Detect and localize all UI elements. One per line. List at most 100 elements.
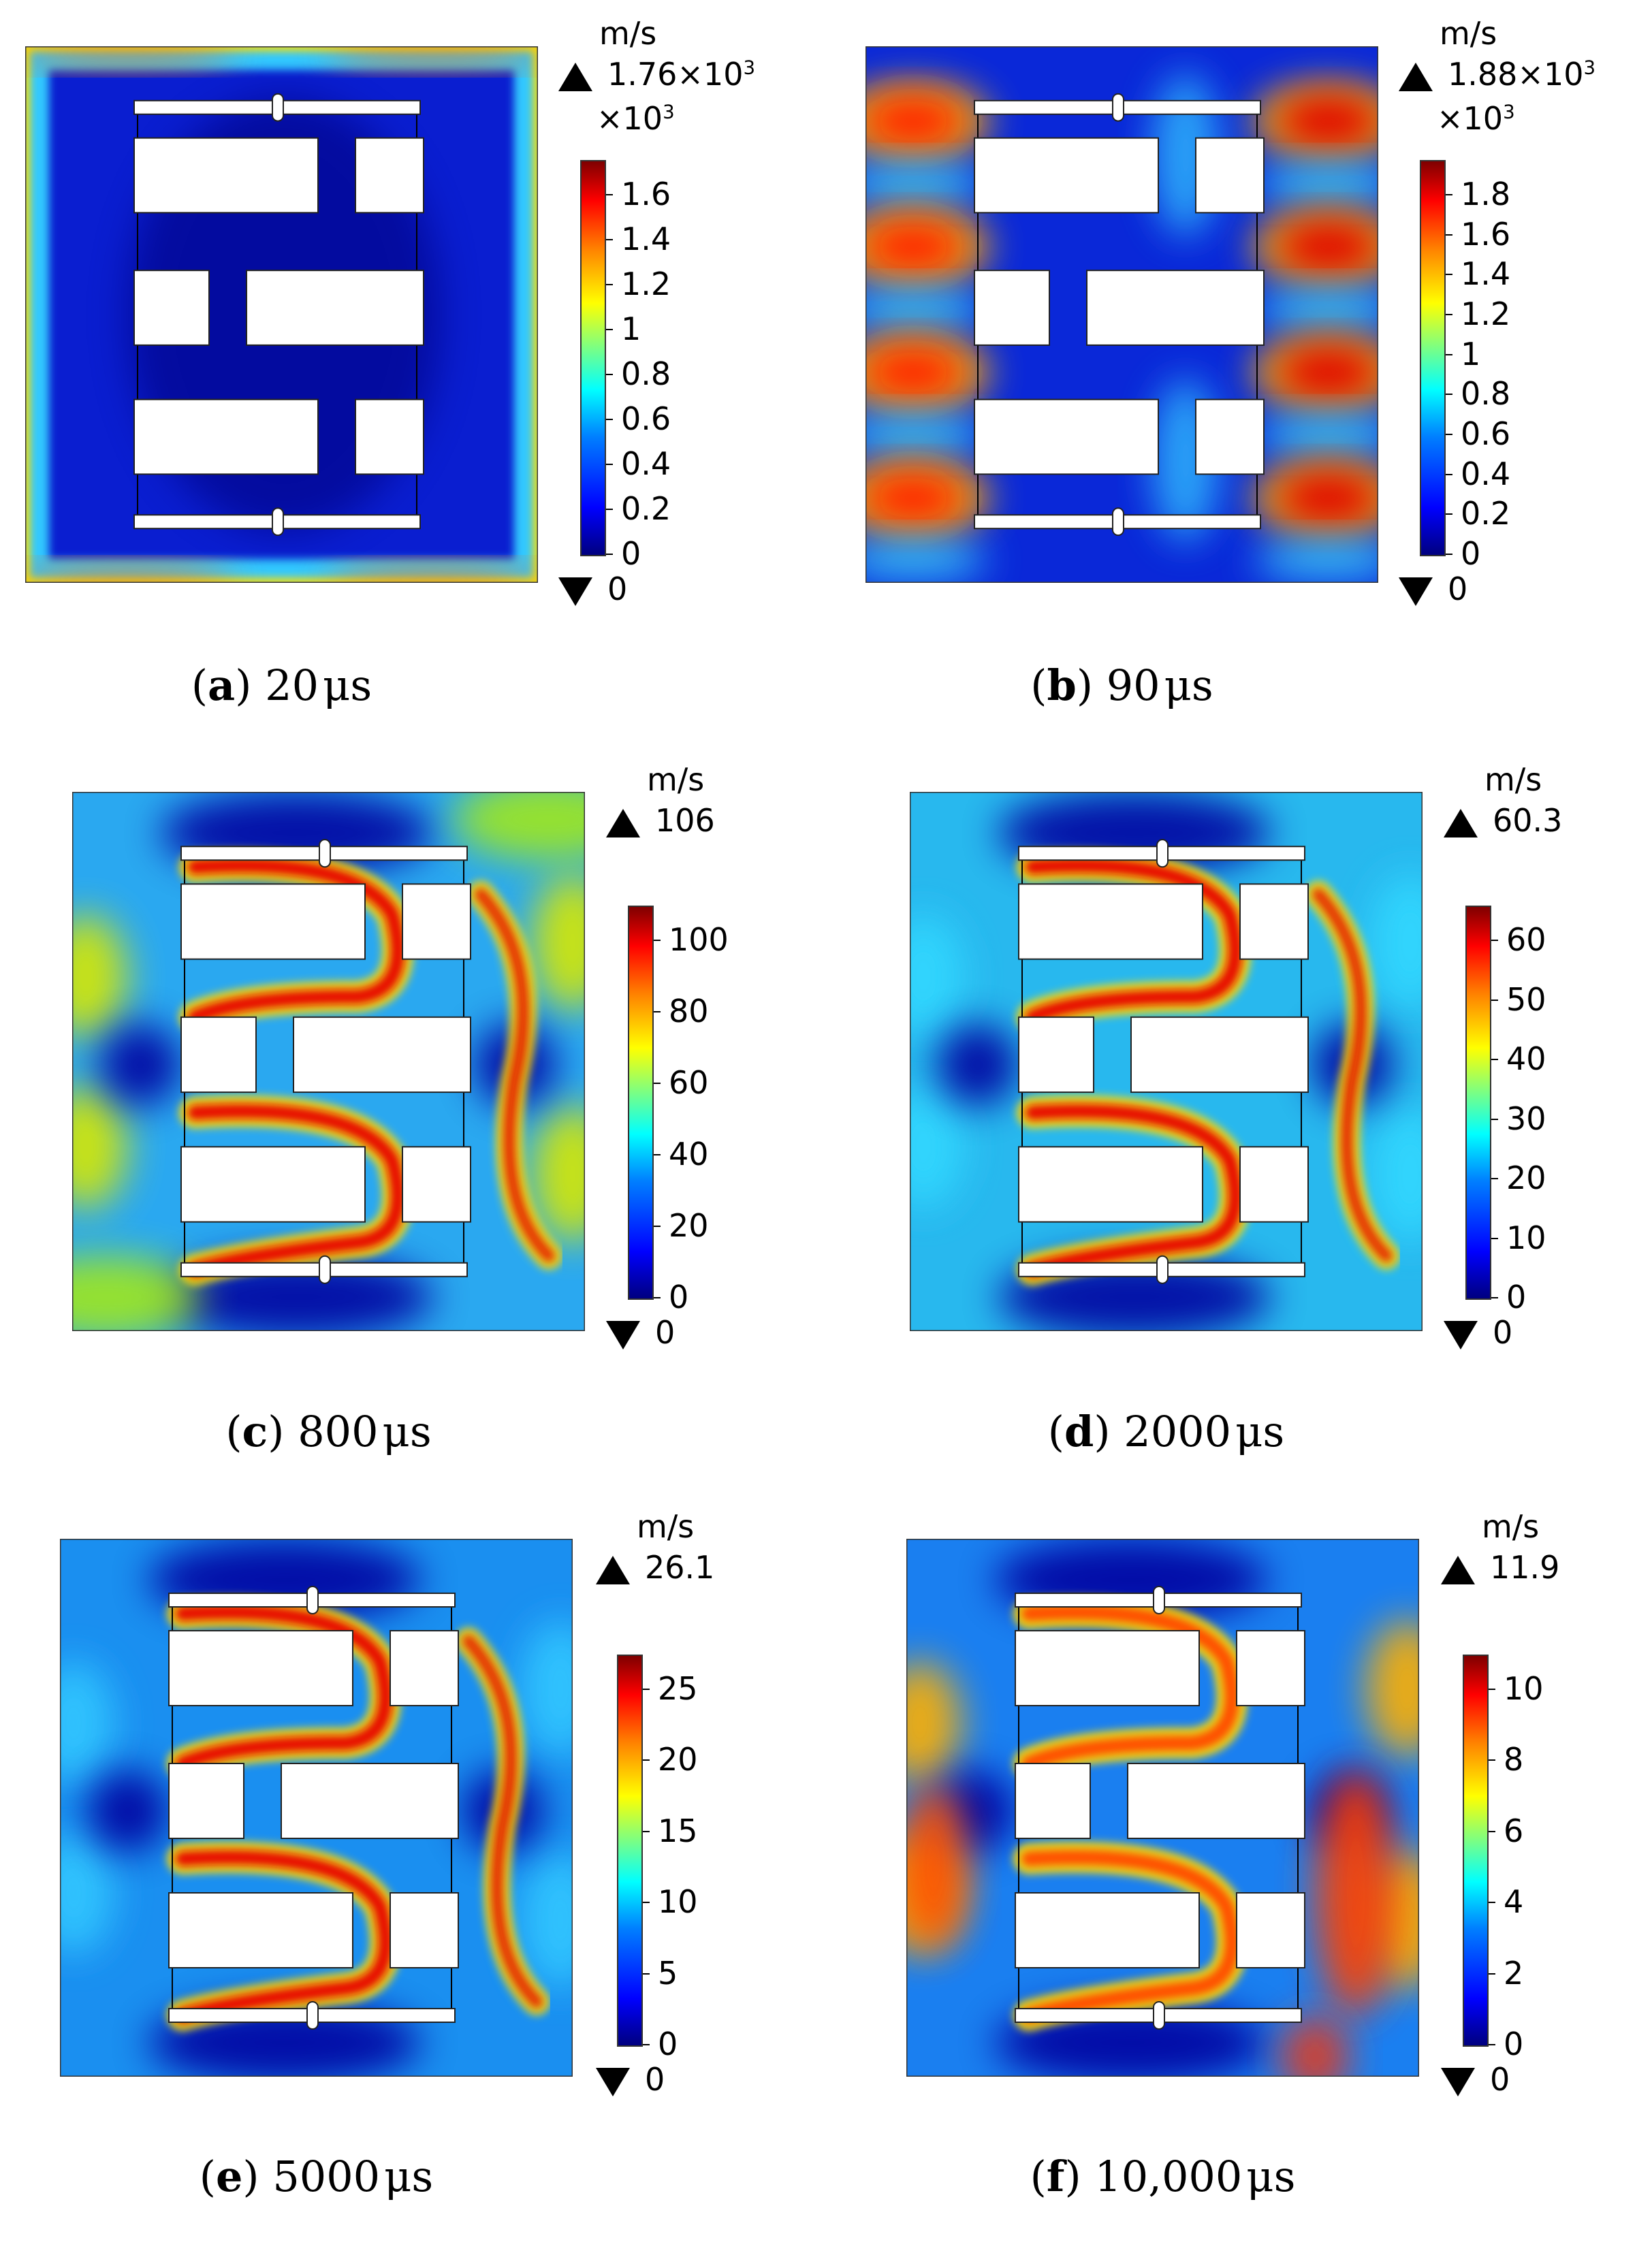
max-triangle-icon xyxy=(1444,808,1478,837)
colorbar-tick-label: 30 xyxy=(1491,1100,1546,1137)
multiplier-text: ×10 xyxy=(597,100,663,137)
colorbar-tick-label: 0 xyxy=(1445,535,1481,572)
velocity-field-c xyxy=(72,792,585,1331)
panel-caption: (a) 20μs xyxy=(191,660,372,710)
colorbar-multiplier: ×103 xyxy=(1437,100,1515,137)
colorbar-tick-label: 80 xyxy=(654,993,709,1029)
min-triangle-icon xyxy=(1444,1320,1478,1350)
colorbar-tick-label: 60 xyxy=(1491,921,1546,958)
velocity-field-plot xyxy=(60,1539,573,2077)
panel-time: 5000 xyxy=(272,2152,381,2201)
panel-time: 20 xyxy=(265,660,319,710)
min-triangle-icon xyxy=(558,577,592,606)
panel-time-unit: μs xyxy=(1246,2152,1296,2201)
panel-time-unit: μs xyxy=(1164,660,1213,710)
velocity-field-b xyxy=(865,46,1378,583)
colorbar-tick-label: 0.2 xyxy=(605,490,671,527)
colorbar-tick-label: 1.6 xyxy=(605,176,671,212)
colorbar-tick-label: 0 xyxy=(1491,1279,1527,1315)
panel-letter: c xyxy=(242,1407,268,1456)
colorbar-min: 0 xyxy=(558,571,627,607)
colorbar-min: 0 xyxy=(596,2061,665,2098)
min-value: 0 xyxy=(1493,1314,1513,1351)
velocity-field-plot xyxy=(906,1539,1419,2077)
colorbar-max: 106 xyxy=(606,802,715,839)
panel-time: 10,000 xyxy=(1094,2152,1243,2201)
colorbar-unit: m/s xyxy=(599,15,657,52)
panel-letter: f xyxy=(1046,2152,1065,2201)
colorbar-unit: m/s xyxy=(647,761,705,798)
multiplier-text: ×10 xyxy=(1437,100,1504,137)
colorbar-max: 26.1 xyxy=(596,1549,714,1586)
panel-letter: a xyxy=(208,660,236,710)
colorbar-tick-label: 1.4 xyxy=(1445,255,1511,293)
min-triangle-icon xyxy=(596,2067,630,2096)
panel-caption: (b) 90μs xyxy=(1030,660,1213,710)
colorbar xyxy=(580,160,606,556)
colorbar-tick-label: 1 xyxy=(605,310,641,347)
colorbar-tick-label: 8 xyxy=(1488,1741,1524,1778)
colorbar-tick-label: 1.2 xyxy=(1445,296,1511,332)
velocity-field-f xyxy=(906,1539,1419,2077)
colorbar-unit: m/s xyxy=(637,1508,695,1545)
min-value: 0 xyxy=(655,1314,676,1351)
max-triangle-icon xyxy=(606,808,640,837)
colorbar-max: 60.3 xyxy=(1444,802,1562,839)
min-value: 0 xyxy=(645,2061,665,2098)
colorbar-tick-label: 0.8 xyxy=(1445,375,1511,413)
panel-time-unit: μs xyxy=(1235,1407,1285,1456)
colorbar-tick-label: 15 xyxy=(643,1812,698,1849)
colorbar-unit: m/s xyxy=(1482,1508,1540,1545)
colorbar-unit: m/s xyxy=(1440,15,1497,52)
colorbar-tick-label: 0.6 xyxy=(605,400,671,437)
panel-caption: (f) 10,000μs xyxy=(1030,2152,1296,2201)
max-exponent: 3 xyxy=(743,56,756,79)
velocity-field-plot xyxy=(865,46,1378,583)
panel-caption: (e) 5000μs xyxy=(199,2152,434,2201)
colorbar-tick-label: 5 xyxy=(642,1954,678,1992)
max-triangle-icon xyxy=(596,1555,630,1584)
panel-time-unit: μs xyxy=(382,1407,432,1456)
panel-time-unit: μs xyxy=(323,660,372,710)
colorbar-tick-label: 0 xyxy=(1488,2026,1524,2062)
colorbar-tick-label: 40 xyxy=(1491,1040,1546,1077)
colorbar-tick-label: 0.2 xyxy=(1445,495,1511,532)
colorbar-tick-label: 40 xyxy=(654,1136,709,1172)
panel-letter: e xyxy=(215,2152,243,2201)
max-triangle-icon xyxy=(558,62,592,91)
colorbar-tick-label: 1.2 xyxy=(605,266,671,302)
panel-caption: (c) 800μs xyxy=(225,1407,432,1456)
max-value: 106 xyxy=(655,802,715,839)
colorbar-tick-label: 20 xyxy=(654,1207,709,1244)
colorbar xyxy=(617,1655,643,2047)
colorbar-multiplier: ×103 xyxy=(597,100,675,137)
multiplier-exponent: 3 xyxy=(663,100,675,123)
min-triangle-icon xyxy=(606,1320,640,1350)
colorbar-tick-label: 0.4 xyxy=(605,445,671,482)
colorbar-tick-label: 0.4 xyxy=(1445,455,1511,492)
min-value: 0 xyxy=(607,571,628,607)
colorbar-tick-label: 6 xyxy=(1488,1812,1524,1849)
velocity-field-a xyxy=(25,46,538,583)
colorbar-tick-label: 0 xyxy=(653,1279,689,1315)
max-triangle-icon xyxy=(1441,1555,1475,1584)
colorbar-tick-label: 20 xyxy=(1491,1160,1546,1196)
colorbar-tick-label: 25 xyxy=(643,1670,698,1707)
panel-letter: d xyxy=(1064,1407,1094,1456)
max-value: 1.88×10 xyxy=(1448,56,1584,93)
colorbar-tick-label: 60 xyxy=(654,1064,709,1101)
panel-letter: b xyxy=(1047,660,1077,710)
velocity-field-plot xyxy=(72,792,585,1331)
min-value: 0 xyxy=(1490,2061,1510,2098)
max-value: 26.1 xyxy=(645,1549,715,1586)
colorbar xyxy=(1465,906,1491,1300)
colorbar-max: 11.9 xyxy=(1441,1549,1559,1586)
colorbar-tick-label: 1.6 xyxy=(1445,215,1511,253)
min-triangle-icon xyxy=(1399,577,1433,606)
panel-caption: (d) 2000μs xyxy=(1047,1407,1285,1456)
colorbar-min: 0 xyxy=(1399,571,1467,607)
colorbar-tick-label: 1.8 xyxy=(1445,176,1511,212)
colorbar-max: 1.88×103 xyxy=(1399,56,1595,93)
panel-time: 800 xyxy=(298,1407,379,1456)
colorbar-min: 0 xyxy=(1441,2061,1510,2098)
